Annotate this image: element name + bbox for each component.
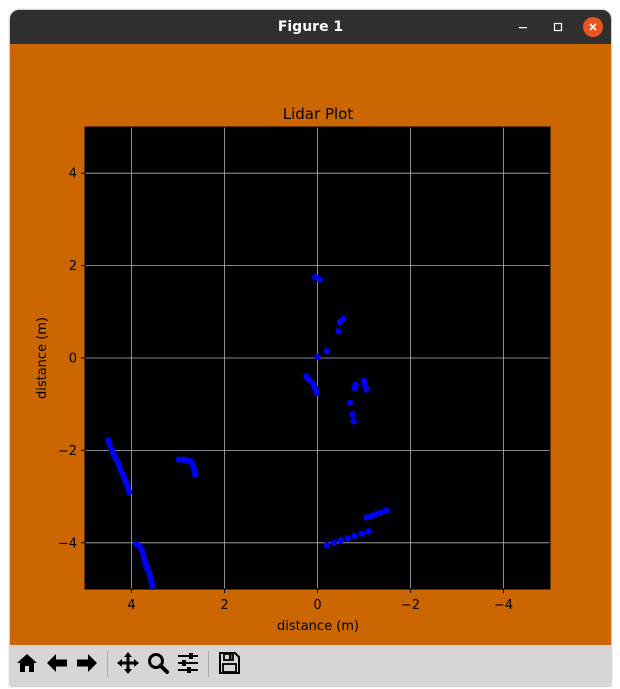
figure-canvas[interactable]: Lidar Plot 4 2 0 −2 −4 −4 −2 0 2 4 distance (m) … (10, 44, 611, 645)
lidar-point (314, 353, 321, 361)
close-icon (589, 23, 597, 31)
lidar-point (323, 347, 330, 355)
configure-subplots-button[interactable] (174, 649, 202, 677)
y-tick-label: −4 (58, 536, 77, 551)
x-tick-label: 4 (127, 598, 135, 613)
lidar-point (316, 276, 324, 283)
x-axis: 4 2 0 −2 −4 (127, 589, 513, 613)
lidar-point (108, 447, 116, 454)
lidar-point (349, 411, 356, 418)
zoom-button[interactable] (144, 649, 172, 677)
sliders-icon (178, 653, 198, 673)
grid-lines (85, 127, 550, 589)
home-icon (17, 654, 37, 672)
home-button[interactable] (13, 649, 41, 677)
lidar-point (377, 509, 384, 516)
figure-window: Figure 1 Lidar Plot 4 2 0 −2 −4 −4 −2 0 2 4 dist… (10, 10, 611, 686)
x-tick-label: −4 (494, 598, 513, 613)
lidar-point (346, 399, 354, 407)
save-button[interactable] (215, 649, 243, 677)
lidar-point (383, 507, 390, 514)
y-tick-label: 2 (69, 259, 77, 274)
lidar-point (344, 534, 351, 542)
lidar-point (175, 456, 183, 463)
chart-title: Lidar Plot (283, 105, 354, 123)
lidar-point (335, 328, 342, 335)
lidar-point (337, 537, 344, 544)
toolbar-separator (208, 651, 209, 677)
axes-frame (84, 126, 551, 590)
lidar-point (358, 530, 365, 537)
back-button[interactable] (43, 649, 71, 677)
lidar-point (132, 540, 140, 548)
x-tick-label: 0 (313, 598, 321, 613)
x-tick-label: 2 (220, 598, 228, 613)
lidar-point (350, 418, 357, 425)
lidar-point (180, 456, 187, 463)
lidar-point (339, 315, 347, 322)
lidar-point (352, 381, 359, 388)
minimize-button[interactable] (513, 17, 533, 37)
title-bar[interactable]: Figure 1 (10, 10, 611, 44)
floppy-disk-icon (219, 652, 240, 674)
maximize-icon (553, 22, 563, 32)
lidar-points (105, 273, 390, 590)
y-tick-label: −2 (58, 444, 77, 459)
lidar-point (105, 437, 112, 444)
lidar-point (330, 539, 337, 546)
forward-button[interactable] (73, 649, 101, 677)
lidar-point (323, 541, 330, 549)
y-tick-label: 0 (69, 352, 77, 367)
window-title: Figure 1 (277, 19, 344, 35)
arrow-left-icon (47, 654, 67, 672)
lidar-point (360, 377, 368, 385)
close-button[interactable] (583, 17, 603, 37)
y-tick-label: 4 (69, 167, 77, 182)
move-icon (117, 652, 139, 674)
lidar-point (303, 373, 310, 380)
x-tick-label: −2 (401, 598, 420, 613)
arrow-right-icon (77, 654, 97, 672)
toolbar-separator (107, 651, 108, 677)
x-axis-label: distance (m) (277, 619, 359, 634)
minimize-icon (519, 27, 527, 29)
lidar-point (351, 532, 358, 540)
navigation-toolbar (10, 645, 611, 686)
magnifier-icon (148, 653, 169, 674)
pan-button[interactable] (114, 649, 142, 677)
y-axis-label: distance (m) (35, 317, 50, 399)
y-axis: −4 −2 0 2 4 (58, 167, 85, 551)
maximize-button[interactable] (548, 17, 568, 37)
lidar-point (365, 528, 372, 535)
